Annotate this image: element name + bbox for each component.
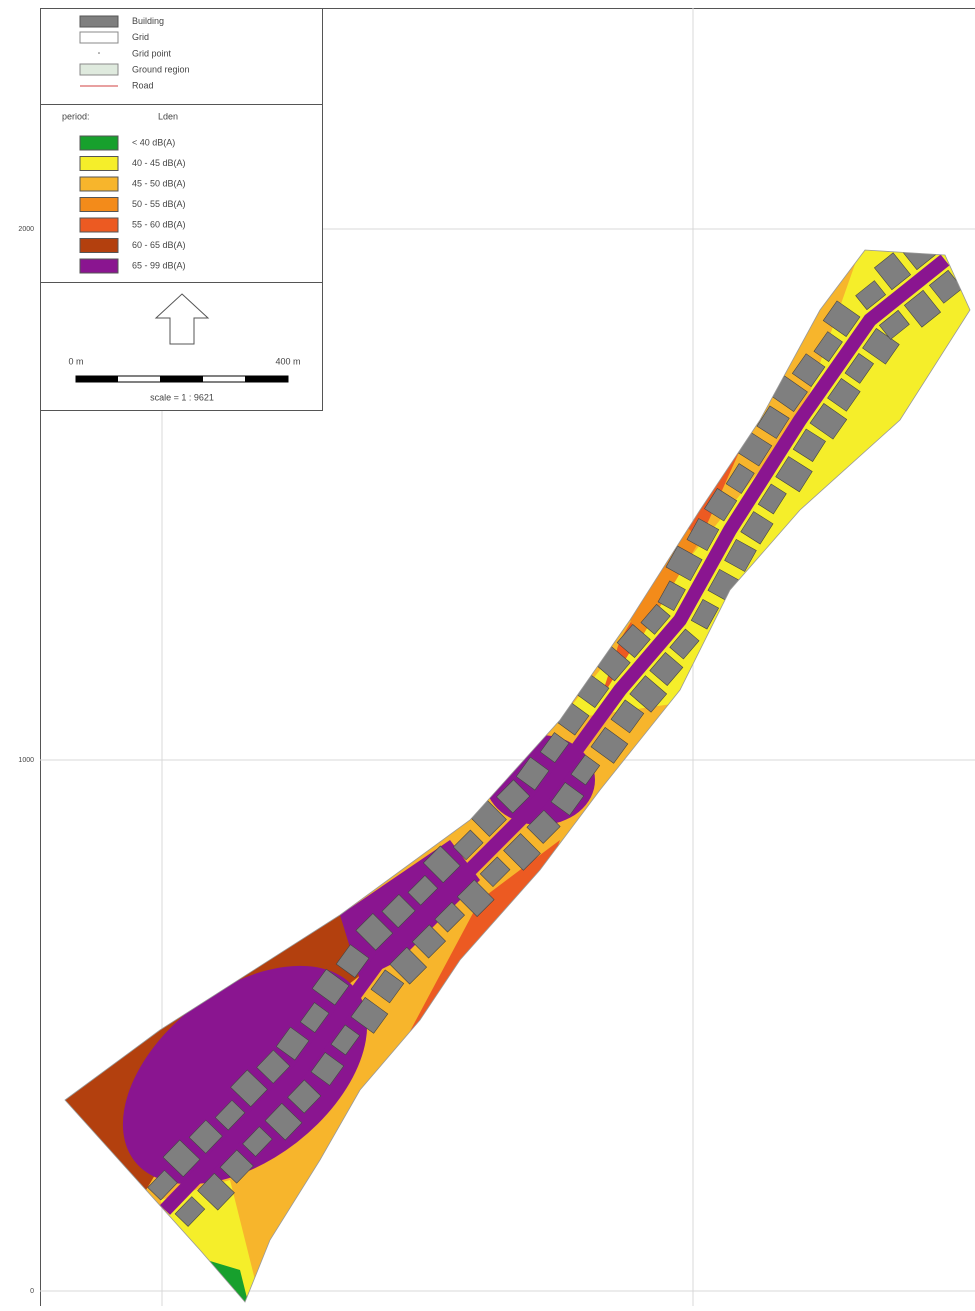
scale-bar (76, 376, 288, 382)
class-swatch (80, 136, 118, 150)
scale-ratio: scale = 1 : 9621 (150, 392, 214, 402)
class-swatch (80, 157, 118, 171)
class-swatch (80, 198, 118, 212)
class-label: 45 - 50 dB(A) (132, 178, 186, 188)
legend-item-label: Ground region (132, 64, 190, 74)
swatch-building (80, 16, 118, 27)
class-swatch (80, 218, 118, 232)
scale-end: 400 m (275, 356, 300, 366)
y-axis-label: 1000 (18, 757, 34, 764)
period-label: period: (62, 111, 90, 121)
y-axis-label: 0 (30, 1288, 34, 1295)
class-label: 60 - 65 dB(A) (132, 240, 186, 250)
class-swatch (80, 177, 118, 191)
legend-item-label: Grid point (132, 48, 172, 58)
legend-item-label: Grid (132, 32, 149, 42)
class-swatch (80, 259, 118, 273)
swatch-ground (80, 64, 118, 75)
y-axis-label: 2000 (18, 226, 34, 233)
class-label: < 40 dB(A) (132, 137, 175, 147)
class-label: 55 - 60 dB(A) (132, 219, 186, 229)
period-value: Lden (158, 111, 178, 121)
class-label: 65 - 99 dB(A) (132, 260, 186, 270)
legend-item-label: Road (132, 81, 154, 91)
scale-start: 0 m (68, 356, 83, 366)
legend-item-label: Building (132, 16, 164, 26)
swatch-grid (80, 32, 118, 43)
class-label: 50 - 55 dB(A) (132, 199, 186, 209)
class-label: 40 - 45 dB(A) (132, 158, 186, 168)
noise-map: 2000 1000 0 Building Grid (0, 0, 975, 1306)
class-swatch (80, 239, 118, 253)
swatch-grid-point (98, 52, 100, 54)
